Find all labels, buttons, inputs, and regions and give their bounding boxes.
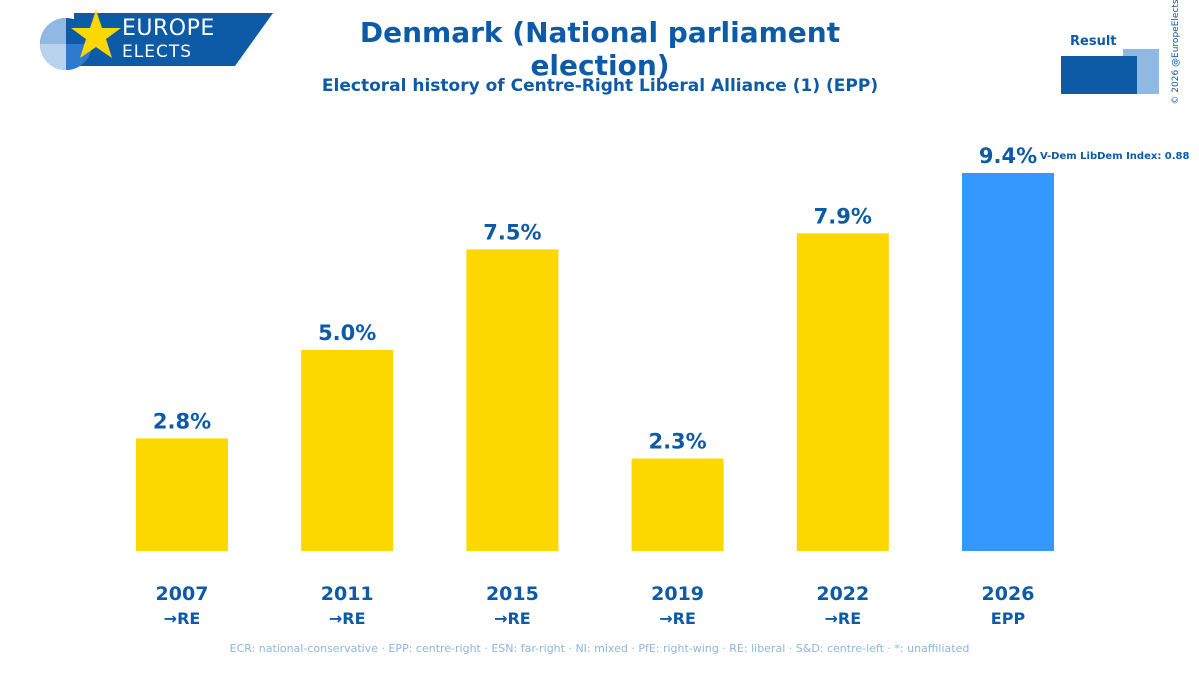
x-tick-label-2019: 2019 bbox=[651, 583, 704, 605]
group-label-2011: →RE bbox=[329, 609, 366, 628]
value-label-2015: 7.5% bbox=[483, 220, 541, 244]
legend-swatch-dark bbox=[1061, 56, 1137, 94]
x-tick-label-2007: 2007 bbox=[156, 583, 209, 605]
chart-subtitle: Electoral history of Centre-Right Libera… bbox=[321, 76, 879, 96]
bar-2007 bbox=[136, 438, 228, 551]
legend: Result bbox=[1058, 30, 1168, 100]
bar-2022 bbox=[796, 233, 889, 551]
value-label-2019: 2.3% bbox=[648, 430, 706, 454]
legend-label: Result bbox=[1070, 34, 1117, 49]
x-tick-label-2022: 2022 bbox=[816, 583, 869, 605]
x-tick-label-2026: 2026 bbox=[982, 583, 1035, 605]
bar-2026 bbox=[962, 173, 1054, 551]
bar-2015 bbox=[466, 249, 559, 552]
group-label-2015: →RE bbox=[494, 609, 531, 628]
x-tick-label-2015: 2015 bbox=[486, 583, 539, 605]
logo-text-elects: ELECTS bbox=[122, 42, 192, 62]
logo-graphic bbox=[40, 10, 273, 70]
annotation-0: V-Dem LibDem Index: 0.88 bbox=[1040, 151, 1190, 162]
value-label-2022: 7.9% bbox=[814, 204, 872, 228]
bar-2011 bbox=[301, 349, 394, 551]
x-tick-label-2011: 2011 bbox=[321, 583, 374, 605]
group-label-2019: →RE bbox=[659, 609, 696, 628]
value-label-2026: 9.4% bbox=[979, 144, 1037, 168]
group-label-2026: EPP bbox=[991, 609, 1026, 628]
europe-elects-logo: EUROPE ELECTS bbox=[0, 0, 280, 72]
logo-text-europe: EUROPE bbox=[122, 16, 215, 41]
group-label-2007: →RE bbox=[164, 609, 201, 628]
value-label-2011: 5.0% bbox=[318, 321, 376, 345]
group-label-2022: →RE bbox=[824, 609, 861, 628]
footer-legend-note: ECR: national-conservative · EPP: centre… bbox=[229, 642, 970, 655]
value-label-2007: 2.8% bbox=[153, 409, 211, 433]
bar-2019 bbox=[631, 458, 724, 551]
chart-title: Denmark (National parliament election) bbox=[359, 16, 841, 82]
bar-chart: 2.8% 2007 →RE 5.0% 2011 →RE 7.5% 2015 →RE 2.3% 201… bbox=[136, 144, 1190, 628]
